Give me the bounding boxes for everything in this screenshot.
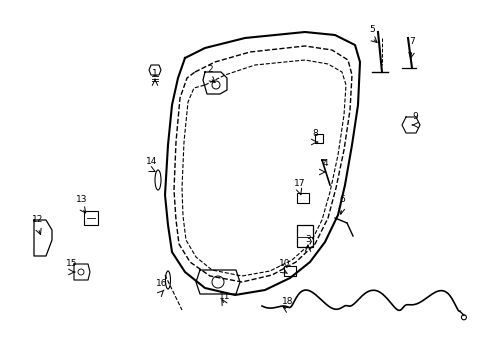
Bar (84, 211, 98, 225)
Text: 5: 5 (368, 25, 374, 34)
Text: 14: 14 (146, 157, 157, 166)
Text: 16: 16 (156, 279, 167, 288)
Text: 8: 8 (311, 129, 317, 138)
Text: 10: 10 (279, 259, 290, 268)
Text: 7: 7 (408, 37, 414, 46)
Text: 15: 15 (66, 259, 78, 268)
Bar (296, 225, 312, 247)
Text: 4: 4 (322, 159, 327, 168)
Bar (284, 266, 295, 276)
Text: 6: 6 (339, 195, 344, 204)
Bar (314, 134, 323, 143)
Text: 1: 1 (152, 69, 158, 78)
Text: 13: 13 (76, 195, 87, 204)
Text: 18: 18 (282, 297, 293, 306)
Text: 9: 9 (411, 112, 417, 121)
Text: 2: 2 (207, 65, 212, 74)
Text: 12: 12 (32, 215, 43, 224)
Bar (296, 193, 308, 203)
Text: 11: 11 (219, 292, 230, 301)
Text: 17: 17 (294, 179, 305, 188)
Text: 3: 3 (305, 235, 310, 244)
